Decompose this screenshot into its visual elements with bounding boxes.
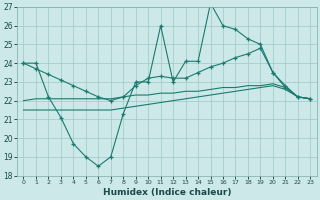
X-axis label: Humidex (Indice chaleur): Humidex (Indice chaleur) xyxy=(103,188,231,197)
